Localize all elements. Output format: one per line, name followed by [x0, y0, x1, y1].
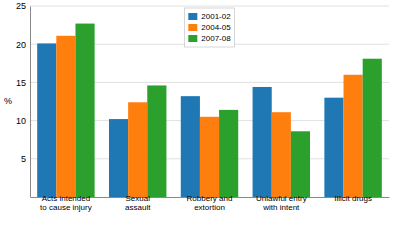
legend: 2001-02 2004-05 2007-08 [184, 8, 234, 47]
legend-item: 2007-08 [188, 34, 231, 43]
legend-label: 2001-02 [201, 12, 231, 21]
bar [253, 87, 272, 197]
tick-label: Robbery andextortion [187, 194, 233, 212]
y-axis-label: % [4, 96, 12, 106]
bar [200, 117, 219, 197]
tick-label: 15 [16, 78, 26, 88]
legend-swatch [188, 24, 197, 31]
tick-label: Illicit drugs [334, 194, 372, 203]
bar [324, 98, 343, 197]
bar [75, 24, 94, 197]
legend-item: 2004-05 [188, 23, 231, 32]
tick: 20 [16, 40, 30, 50]
y-axis: 5 10 15 20 25 [16, 1, 31, 197]
bar [291, 131, 310, 197]
x-axis: Acts intendedto cause injury Sexualassaul… [31, 194, 390, 212]
legend-swatch [188, 13, 197, 20]
grid-line [30, 6, 389, 7]
chart: 5 10 15 20 25 Acts intendedto cause injury Sex… [0, 0, 397, 227]
tick-label: Unlawful entrywith intent [256, 194, 307, 212]
tick: 25 [16, 1, 30, 11]
bar [147, 85, 166, 197]
tick-label: Acts intendedto cause injury [40, 194, 92, 212]
tick: Illicit drugs [334, 194, 372, 203]
legend-swatch [188, 35, 197, 42]
legend-label: 2007-08 [201, 34, 231, 43]
tick: 5 [21, 154, 30, 164]
bar [363, 59, 382, 197]
bar [219, 110, 238, 197]
tick: Sexualassault [125, 194, 151, 212]
bar [344, 75, 363, 197]
bar-series [56, 36, 362, 197]
bars [37, 24, 382, 197]
legend-frame [184, 8, 234, 47]
tick: Acts intendedto cause injury [40, 194, 92, 212]
axis-line [30, 7, 31, 198]
bar [272, 112, 291, 197]
legend-label: 2004-05 [201, 23, 231, 32]
bar [181, 96, 200, 197]
tick-label: 20 [16, 40, 26, 50]
tick: Robbery andextortion [187, 194, 233, 212]
tick-label: 25 [16, 1, 26, 11]
bar [56, 36, 75, 197]
tick: 10 [16, 116, 30, 126]
bar [37, 43, 56, 197]
legend-item: 2001-02 [188, 12, 231, 21]
tick: 15 [16, 78, 30, 88]
plot: 5 10 15 20 25 Acts intendedto cause injury Sex… [16, 1, 390, 211]
tick-label: 10 [16, 116, 26, 126]
tick: Unlawful entrywith intent [256, 194, 307, 212]
bar-series [75, 24, 381, 197]
bar [128, 102, 147, 197]
tick-label: 5 [21, 154, 26, 164]
bar [109, 119, 128, 197]
tick-label: Sexualassault [125, 194, 151, 212]
